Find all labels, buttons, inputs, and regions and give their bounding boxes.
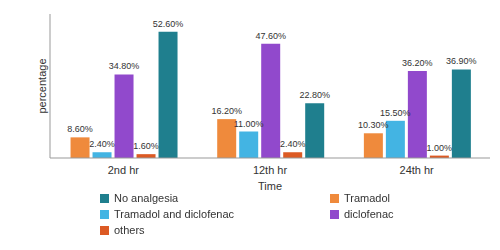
svg-text:2nd hr: 2nd hr <box>108 164 140 176</box>
svg-text:16.20%: 16.20% <box>211 106 242 116</box>
svg-text:percentage: percentage <box>36 58 48 113</box>
svg-text:1.60%: 1.60% <box>133 141 159 151</box>
svg-text:34.80%: 34.80% <box>109 61 140 71</box>
svg-text:12th hr: 12th hr <box>253 164 288 176</box>
svg-text:22.80%: 22.80% <box>299 90 330 100</box>
svg-text:15.50%: 15.50% <box>380 108 411 118</box>
html-text:others: others <box>114 224 145 236</box>
svg-text:10.30%: 10.30% <box>358 120 389 130</box>
html-text:No analgesia: No analgesia <box>114 192 179 204</box>
html-text:Tramadol: Tramadol <box>344 192 391 204</box>
html-text:diclofenac: diclofenac <box>344 208 394 220</box>
svg-text:2.40%: 2.40% <box>280 139 306 149</box>
svg-text:8.60%: 8.60% <box>67 124 93 134</box>
svg-text:1.00%: 1.00% <box>427 143 453 153</box>
svg-text:24th hr: 24th hr <box>400 164 435 176</box>
svg-text:52.60%: 52.60% <box>153 19 184 29</box>
svg-text:36.90%: 36.90% <box>446 56 477 66</box>
svg-text:2.40%: 2.40% <box>89 139 115 149</box>
svg-text:47.60%: 47.60% <box>255 31 286 41</box>
svg-text:Time: Time <box>258 180 282 192</box>
html-text:Tramadol and diclofenac: Tramadol and diclofenac <box>114 208 235 220</box>
svg-text:11.00%: 11.00% <box>234 119 264 129</box>
svg-text:36.20%: 36.20% <box>402 58 433 68</box>
